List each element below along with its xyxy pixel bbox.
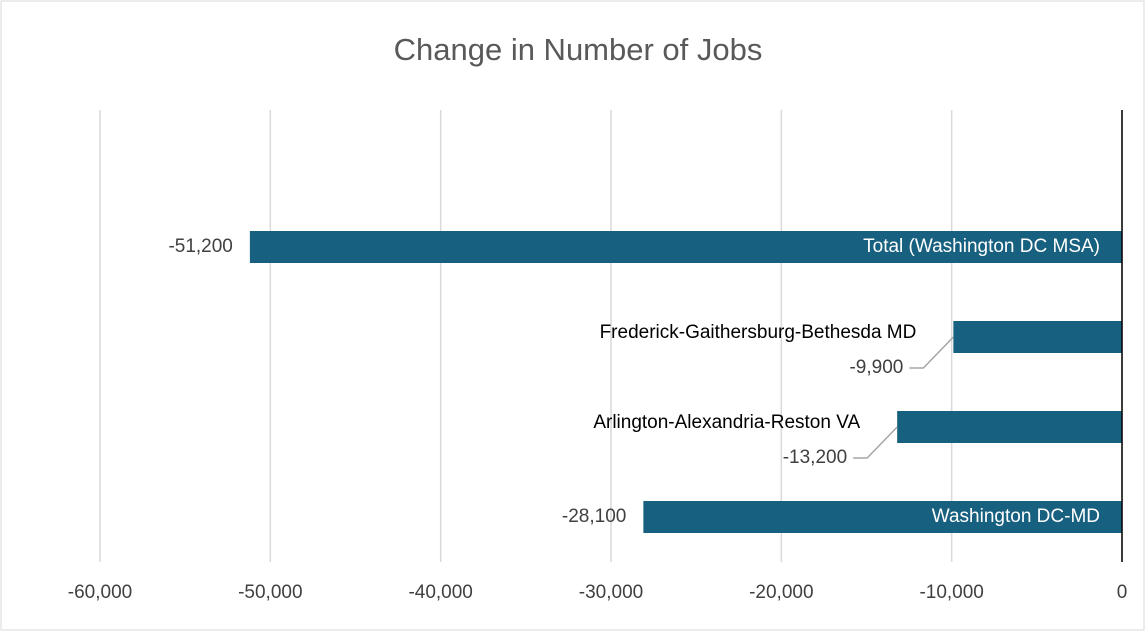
bar: [249, 231, 1123, 263]
value-label: -13,200: [783, 447, 847, 468]
leader-line: [909, 336, 954, 369]
x-tick-label: -10,000: [919, 582, 983, 603]
bar: [643, 501, 1122, 533]
x-tick-label: -40,000: [408, 582, 472, 603]
category-label: Total (Washington DC MSA): [863, 236, 1100, 257]
category-label: Arlington-Alexandria-Reston VA: [593, 412, 860, 433]
x-tick-label: -60,000: [68, 582, 132, 603]
x-tick-label: -50,000: [238, 582, 302, 603]
bar: [897, 411, 1122, 443]
x-tick-label: -20,000: [749, 582, 813, 603]
leader-line: [853, 426, 898, 459]
chart-title: Change in Number of Jobs: [394, 32, 763, 67]
value-label: -28,100: [562, 506, 626, 527]
value-label: -51,200: [168, 236, 232, 257]
value-label: -9,900: [849, 357, 903, 378]
category-label: Washington DC-MD: [932, 506, 1100, 527]
category-label: Frederick-Gaithersburg-Bethesda MD: [600, 322, 917, 343]
x-tick-label: -30,000: [579, 582, 643, 603]
x-tick-label: 0: [1117, 582, 1128, 603]
bar: [953, 321, 1122, 353]
